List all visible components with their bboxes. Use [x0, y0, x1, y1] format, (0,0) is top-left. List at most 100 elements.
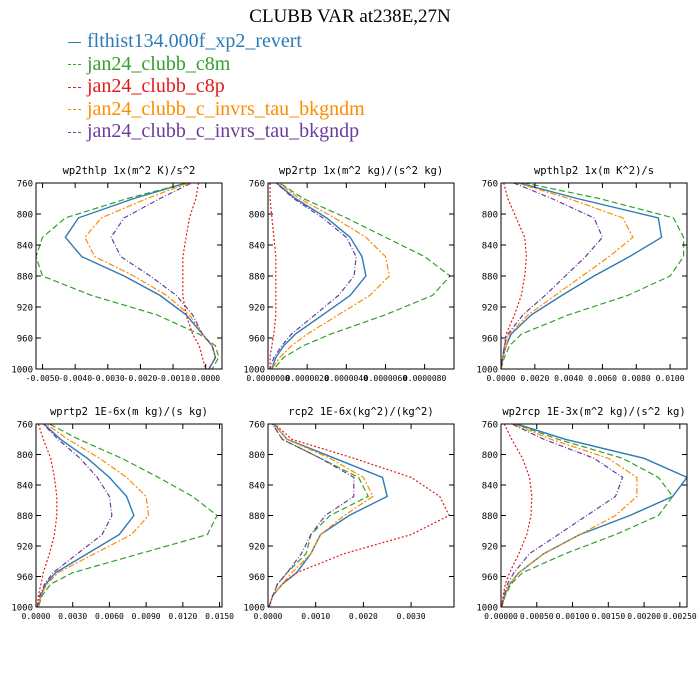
x-tick-label: 0.0000000	[246, 374, 290, 383]
y-tick-label: 760	[17, 421, 33, 431]
y-tick-label: 880	[482, 273, 498, 283]
series-line	[182, 183, 207, 369]
series-line	[269, 183, 357, 369]
y-tick-label: 960	[17, 573, 33, 583]
series-line	[37, 424, 218, 607]
y-tick-label: 1000	[476, 366, 498, 376]
legend-item: jan24_clubb_c8p	[68, 75, 365, 98]
series-line	[269, 183, 277, 369]
chart-title: wprtp2 1E-6x(m kg)/(s kg)	[50, 406, 208, 418]
y-tick-label: 1000	[11, 366, 33, 376]
series-line	[110, 183, 217, 369]
series-line	[501, 424, 624, 607]
x-tick-label: 0.0000040	[325, 374, 369, 383]
y-tick-label: 840	[482, 482, 498, 492]
series-line	[501, 424, 638, 607]
chart-panel: wp2rtp 1x(m^2 kg)/(s^2 kg) 760 800 840 880 92…	[243, 165, 455, 383]
y-tick-label: 960	[249, 335, 265, 345]
series-line	[271, 183, 391, 369]
legend-label: flthist134.000f_xp2_revert	[87, 30, 302, 52]
y-tick-label: 880	[17, 273, 33, 283]
x-tick-label: 0.0000020	[285, 374, 329, 383]
x-tick-label: 0.00150	[591, 612, 625, 621]
y-tick-label: 800	[482, 451, 498, 461]
legend-swatch	[68, 109, 81, 111]
series-line	[501, 183, 528, 369]
series-line	[36, 424, 113, 607]
x-tick-label: -0.0010	[156, 374, 190, 383]
y-tick-label: 1000	[243, 366, 265, 376]
x-tick-label: 0.0040	[554, 374, 583, 383]
x-tick-label: -0.0020	[124, 374, 158, 383]
series-line	[501, 183, 634, 369]
legend-swatch	[68, 41, 81, 43]
plot-frame	[35, 182, 223, 370]
y-tick-label: 1000	[243, 604, 265, 614]
series-line	[501, 183, 663, 369]
x-tick-label: 0.0100	[656, 374, 685, 383]
chart-title: wp2thlp 1x(m^2 K)/s^2	[63, 165, 196, 177]
series-line	[37, 424, 135, 607]
y-tick-label: 840	[17, 482, 33, 492]
x-tick-label: 0.0060	[588, 374, 617, 383]
y-tick-label: 960	[17, 335, 33, 345]
x-tick-label: 0.0010	[301, 612, 330, 621]
x-tick-label: 0.0000080	[403, 374, 447, 383]
figure-title: CLUBB VAR at238E,27N	[249, 6, 451, 27]
y-tick-label: 960	[482, 335, 498, 345]
legend-swatch	[68, 86, 81, 88]
x-tick-label: 0.0020	[520, 374, 549, 383]
legend-label: jan24_clubb_c_invrs_tau_bkgndp	[87, 120, 360, 142]
x-tick-label: 0.0030	[58, 612, 87, 621]
y-tick-label: 880	[17, 512, 33, 522]
x-tick-label: 0.0030	[397, 612, 426, 621]
chart-title: wp2rcp 1E-3x(m^2 kg)/(s^2 kg)	[502, 406, 685, 418]
legend-item: flthist134.000f_xp2_revert	[68, 30, 365, 53]
series-line	[268, 424, 374, 607]
plot-frame	[35, 423, 223, 608]
plot-frame	[267, 182, 455, 370]
x-tick-label: -0.0050	[26, 374, 60, 383]
x-tick-label: 0.0000	[22, 612, 51, 621]
y-tick-label: 800	[17, 211, 33, 221]
legend-swatch	[68, 131, 81, 133]
legend-label: jan24_clubb_c_invrs_tau_bkgndm	[87, 97, 365, 120]
chart-title: wpthlp2 1x(m K^2)/s	[534, 165, 654, 177]
y-tick-label: 800	[482, 211, 498, 221]
legend-label: jan24_clubb_c8p	[87, 75, 225, 97]
x-tick-label: -0.0040	[58, 374, 92, 383]
y-tick-label: 1000	[476, 604, 498, 614]
chart-panel: wpthlp2 1x(m K^2)/s 760 800 840 880 920 960 100…	[476, 165, 688, 383]
series-line	[268, 424, 355, 607]
series-line	[268, 424, 451, 607]
x-tick-label: 0.0000	[254, 612, 283, 621]
x-tick-label: 0.0090	[132, 612, 161, 621]
y-tick-label: 920	[482, 304, 498, 314]
y-tick-label: 760	[249, 421, 265, 431]
x-tick-label: 0.0000	[487, 374, 516, 383]
x-tick-label: 0.0000060	[364, 374, 408, 383]
x-tick-label: 0.0000	[191, 374, 220, 383]
y-tick-label: 800	[17, 451, 33, 461]
chart-panel: wprtp2 1E-6x(m kg)/(s kg) 760 800 840 880 920…	[11, 406, 234, 621]
legend-item: jan24_clubb_c_invrs_tau_bkgndp	[68, 120, 365, 143]
y-tick-label: 880	[249, 273, 265, 283]
y-tick-label: 920	[482, 543, 498, 553]
x-tick-label: 0.0080	[622, 374, 651, 383]
series-line	[37, 424, 150, 607]
series-group	[269, 183, 451, 369]
y-tick-label: 760	[482, 180, 498, 190]
series-line	[273, 183, 451, 369]
x-tick-label: 0.0020	[349, 612, 378, 621]
y-tick-label: 760	[17, 180, 33, 190]
x-tick-label: 0.00050	[520, 612, 554, 621]
y-tick-label: 920	[249, 543, 265, 553]
y-tick-label: 920	[17, 543, 33, 553]
series-group	[36, 183, 220, 369]
legend-item: jan24_clubb_c8m	[68, 53, 365, 76]
y-tick-label: 960	[249, 573, 265, 583]
y-tick-label: 800	[249, 211, 265, 221]
series-line	[501, 424, 674, 607]
series-line	[501, 424, 687, 607]
